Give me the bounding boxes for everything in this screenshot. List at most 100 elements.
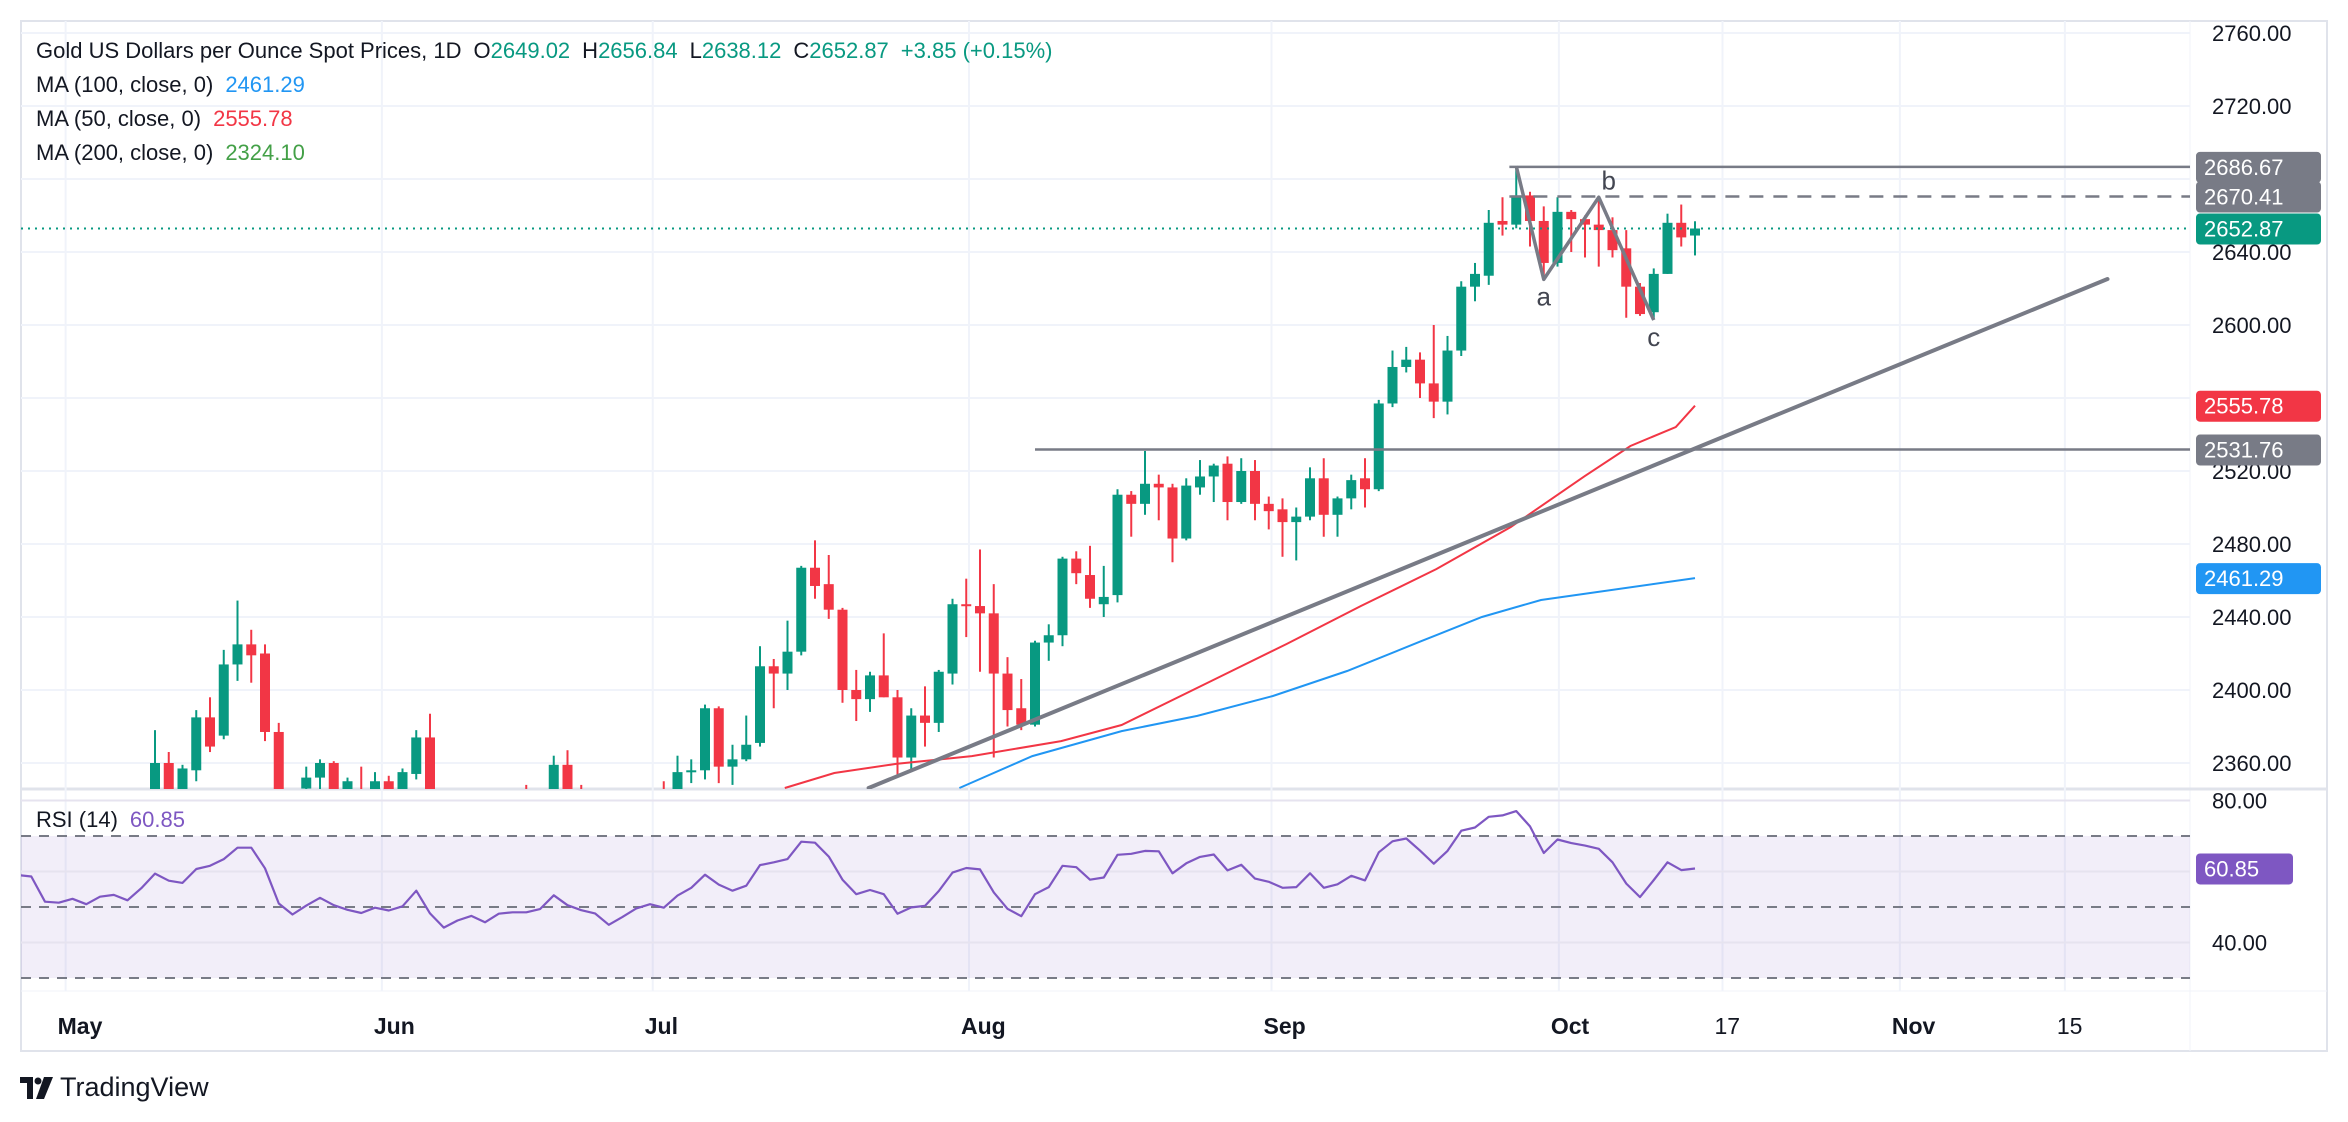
candle-up[interactable] — [1098, 565, 1109, 617]
rsi-badge[interactable]: 60.85 — [2196, 853, 2293, 885]
candle-down[interactable] — [1263, 496, 1274, 530]
candle-down[interactable] — [562, 750, 573, 818]
candle-down[interactable] — [1566, 210, 1577, 252]
candle-down[interactable] — [823, 554, 834, 619]
candle-up[interactable] — [548, 755, 559, 818]
candle-up[interactable] — [232, 600, 243, 681]
ma200-legend[interactable]: MA (200, close, 0) 2324.10 — [36, 138, 305, 168]
candle-down[interactable] — [494, 790, 504, 839]
candle-up[interactable] — [1140, 450, 1150, 515]
candle-up[interactable] — [1332, 496, 1343, 537]
ma100-line[interactable] — [958, 577, 1696, 789]
candle-down[interactable] — [1071, 551, 1082, 585]
candle-up[interactable] — [672, 755, 683, 827]
candle-up[interactable] — [700, 704, 710, 780]
ma100-legend[interactable]: MA (100, close, 0) 2461.29 — [36, 70, 305, 100]
abc-pattern-line[interactable] — [1514, 165, 1656, 321]
candle-up[interactable] — [150, 730, 160, 836]
candle-up[interactable] — [1195, 460, 1205, 495]
candle-down[interactable] — [1676, 204, 1687, 247]
candle-down[interactable] — [163, 752, 174, 827]
candle-up[interactable] — [411, 730, 422, 780]
candle-down[interactable] — [576, 784, 586, 836]
candle-down[interactable] — [246, 629, 257, 683]
candle-down[interactable] — [328, 761, 339, 818]
candle-up[interactable] — [1236, 458, 1247, 504]
candle-down[interactable] — [975, 549, 985, 672]
candle-up[interactable] — [315, 759, 325, 790]
last-price-badge[interactable]: 2652.87 — [2196, 213, 2321, 245]
candle-up[interactable] — [342, 777, 353, 818]
candle-up[interactable] — [1112, 489, 1123, 603]
drawings-layer[interactable]: a b c — [21, 165, 2190, 789]
tradingview-logo[interactable]: TradingView — [20, 1072, 209, 1103]
candle-up[interactable] — [1387, 350, 1398, 408]
candle-up[interactable] — [1057, 556, 1068, 647]
candle-up[interactable] — [1030, 640, 1040, 727]
candle-down[interactable] — [1153, 474, 1164, 521]
candle-up[interactable] — [1690, 221, 1700, 256]
candle-up[interactable] — [301, 766, 312, 809]
candle-up[interactable] — [741, 715, 752, 762]
level-badge[interactable]: 2670.41 — [2196, 181, 2321, 213]
candle-down[interactable] — [837, 607, 848, 703]
candle-down[interactable] — [1497, 197, 1508, 236]
candle-down[interactable] — [961, 578, 972, 638]
candle-up[interactable] — [686, 759, 697, 784]
candle-up[interactable] — [177, 764, 188, 840]
candle-up[interactable] — [1470, 262, 1480, 302]
candle-down[interactable] — [1002, 657, 1013, 727]
ma50-legend[interactable]: MA (50, close, 0) 2555.78 — [36, 104, 293, 134]
candle-down[interactable] — [1428, 325, 1439, 419]
level-badge[interactable]: 2686.67 — [2196, 151, 2321, 183]
candle-up[interactable] — [1346, 474, 1357, 510]
ma-badge[interactable]: 2461.29 — [2196, 563, 2321, 595]
candle-up[interactable] — [1552, 197, 1563, 267]
candle-up[interactable] — [218, 649, 229, 740]
symbol-title[interactable]: Gold US Dollars per Ounce Spot Prices, 1… — [36, 38, 462, 63]
candle-down[interactable] — [851, 669, 862, 722]
candle-up[interactable] — [727, 744, 738, 785]
candle-down[interactable] — [1538, 206, 1549, 280]
candle-up[interactable] — [1305, 467, 1315, 521]
trendline[interactable] — [866, 277, 2110, 789]
candle-down[interactable] — [356, 766, 366, 818]
candle-up[interactable] — [796, 565, 807, 656]
candle-down[interactable] — [1415, 352, 1425, 398]
candle-down[interactable] — [205, 697, 215, 753]
candle-down[interactable] — [425, 713, 435, 836]
candle-up[interactable] — [755, 646, 765, 747]
candle-down[interactable] — [878, 633, 889, 698]
candle-down[interactable] — [631, 792, 641, 839]
candle-down[interactable] — [810, 540, 820, 599]
candle-up[interactable] — [1291, 507, 1302, 561]
candle-up[interactable] — [1456, 281, 1467, 357]
candle-up[interactable] — [191, 710, 202, 782]
candle-down[interactable] — [604, 790, 614, 839]
candle-up[interactable] — [397, 768, 408, 808]
candle-down[interactable] — [1580, 215, 1590, 258]
rsi-line[interactable] — [18, 809, 1696, 929]
candle-up[interactable] — [1043, 624, 1054, 661]
candle-down[interactable] — [383, 775, 394, 818]
candle-down[interactable] — [273, 722, 284, 836]
candle-down[interactable] — [1593, 197, 1604, 267]
candle-down[interactable] — [1250, 460, 1260, 521]
candle-down[interactable] — [768, 658, 779, 709]
candle-up[interactable] — [1483, 210, 1494, 285]
candle-down[interactable] — [988, 584, 999, 758]
candle-up[interactable] — [1208, 463, 1219, 503]
candle-up[interactable] — [947, 598, 958, 685]
rsi-legend[interactable]: RSI (14) 60.85 — [36, 805, 185, 835]
candle-up[interactable] — [1442, 335, 1453, 415]
candle-up[interactable] — [1662, 213, 1673, 274]
candle-down[interactable] — [1318, 458, 1329, 537]
candle-down[interactable] — [1126, 491, 1137, 537]
candle-down[interactable] — [1167, 483, 1178, 563]
candle-up[interactable] — [782, 620, 793, 690]
candle-up[interactable] — [865, 671, 875, 712]
candle-up[interactable] — [1373, 399, 1384, 492]
candle-up[interactable] — [1401, 346, 1412, 373]
candle-down[interactable] — [260, 644, 270, 742]
